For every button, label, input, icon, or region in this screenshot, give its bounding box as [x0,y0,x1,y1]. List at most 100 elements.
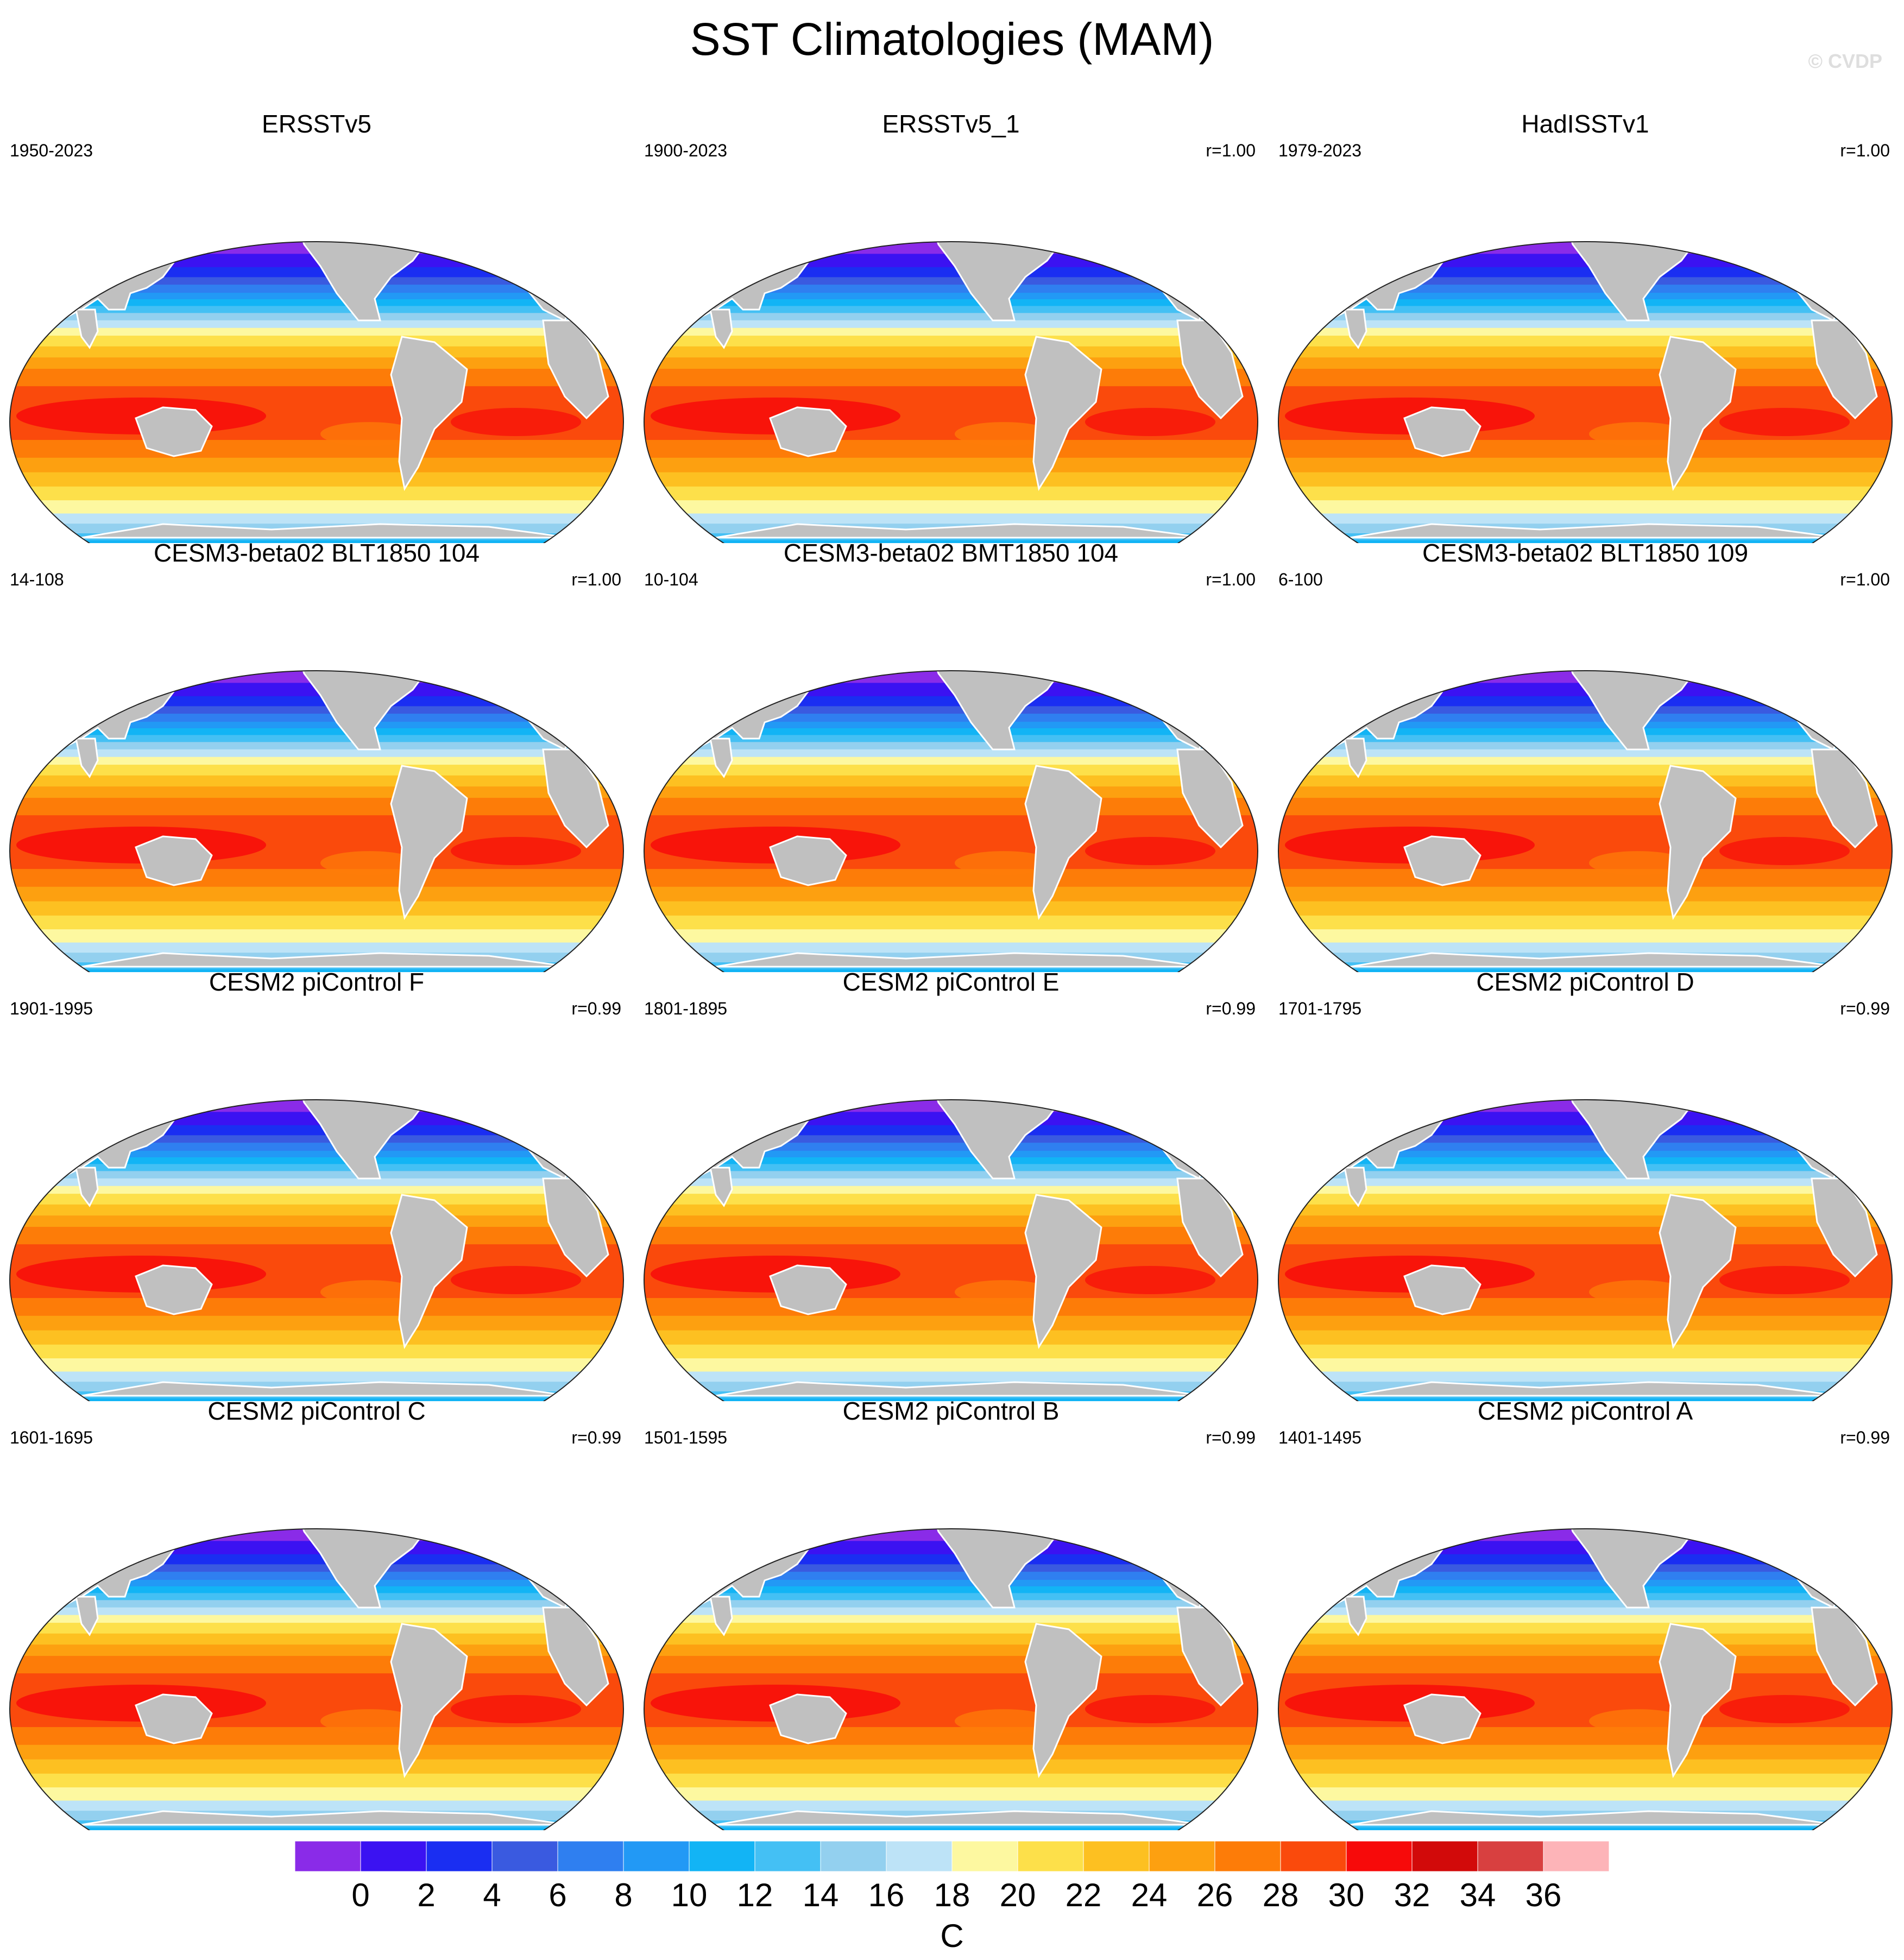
land-mass [926,671,1102,751]
map-panel: CESM2 piControl C 1601-1695 r=0.99 [0,1397,633,1830]
sst-band [644,540,1258,543]
sst-band [1278,728,1892,736]
land-mass [1344,1167,1367,1207]
sst-band [10,285,623,294]
colorbar-tick-label: 10 [671,1877,708,1913]
sst-band [10,735,623,743]
sst-band [10,1623,623,1634]
map-outline [644,670,1258,972]
colorbar-swatch [491,1841,558,1872]
sst-band [1278,1135,1892,1144]
panel-title: CESM2 piControl D [1476,968,1694,996]
panel-title: CESM3-beta02 BLT1850 104 [153,539,480,567]
map-outline [644,241,1258,543]
land-mass [1692,1445,1741,1488]
colorbar-swatch [1083,1841,1150,1872]
warm-pool-atlantic [1085,408,1215,436]
sst-band [1278,1564,1892,1573]
sst-band [1278,869,1892,887]
land-mass [135,1693,213,1744]
sst-band [10,1227,623,1245]
sst-band [1278,1644,1892,1657]
panel-title: CESM3-beta02 BLT1850 109 [1422,539,1749,567]
panel-title: ERSSTv5_1 [882,110,1020,138]
sst-band [10,486,623,501]
map-outline [1278,241,1893,543]
sst-band [1278,1787,1892,1801]
land-mass [1561,1529,1737,1609]
sst-band [10,1644,623,1657]
cold-tongue [955,851,1052,875]
sst-band [10,1358,623,1372]
sst-band [1278,1773,1892,1788]
cold-tongue [320,1280,418,1304]
map-panel: CESM2 piControl F 1901-1995 r=0.99 [0,968,633,1401]
sst-band [644,1586,1258,1594]
sst-map [9,1099,624,1401]
sst-band [1278,1607,1892,1616]
colorbar-swatch [1214,1841,1281,1872]
sst-band [644,1358,1258,1372]
warm-pool-atlantic [451,1695,581,1723]
sst-band [10,1564,623,1573]
sst-band [1278,457,1892,473]
colorbar-swatch [1411,1841,1478,1872]
sst-band [1278,1330,1892,1345]
map-outline [9,670,624,972]
sst-band [644,1330,1258,1345]
sst-band [10,1194,623,1205]
sst-map [644,241,1258,543]
land-mass [769,406,847,457]
sst-band [1278,1615,1892,1624]
cold-tongue [320,1709,418,1734]
sst-band [1278,1800,1892,1812]
land-mass [1344,738,1367,778]
sst-band [10,1315,623,1331]
sst-band [644,901,1258,916]
sst-band [1278,293,1892,300]
sst-band [644,293,1258,300]
sst-band [644,915,1258,930]
colorbar-swatch [754,1841,821,1872]
land-mass [769,835,847,886]
sst-band [10,929,623,943]
sst-band [10,706,623,715]
land-mass [1024,336,1102,491]
sst-band [1278,722,1892,729]
sst-band [1278,1143,1892,1152]
sst-band [10,1572,623,1581]
sst-band [10,722,623,729]
sst-band [644,486,1258,501]
sst-band [644,1171,1258,1179]
panel-correlation: r=1.00 [571,570,621,589]
cold-tongue [320,422,418,446]
sst-band [644,1787,1258,1801]
sst-band [10,886,623,902]
panel-period: 1801-1895 [644,999,728,1018]
land-mass [292,1100,468,1180]
sst-band [10,775,623,787]
sst-band [644,765,1258,776]
panel-period: 1900-2023 [644,141,728,160]
sst-band [644,1615,1258,1624]
colorbar-swatch [1346,1841,1413,1872]
land-mass [424,587,472,630]
sst-band [10,1178,623,1187]
panel-title: CESM2 piControl C [207,1397,426,1425]
land-mass [1659,1623,1737,1778]
sst-band [10,798,623,816]
map-panel: CESM2 piControl D 1701-1795 r=0.99 [1269,968,1902,1401]
panel-period: 6-100 [1278,570,1323,589]
sst-band [644,775,1258,787]
cold-tongue [1589,1280,1687,1304]
sst-band [1278,285,1892,294]
sst-band [10,1171,623,1179]
sst-band [1278,1164,1892,1172]
sst-map [644,1099,1258,1401]
sst-band [10,869,623,887]
sst-band [1278,306,1892,314]
sst-map [9,587,624,972]
sst-band [1278,1580,1892,1587]
land-mass [135,1264,213,1315]
sst-band [644,1644,1258,1657]
